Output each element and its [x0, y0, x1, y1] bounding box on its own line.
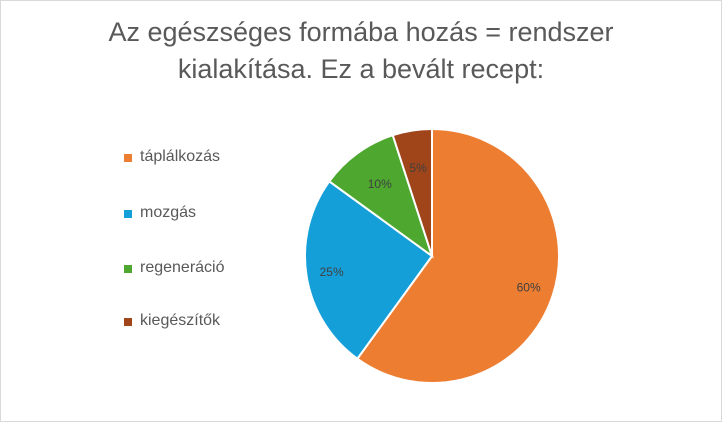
- pie-slice-mozgas: [304, 179, 434, 361]
- pie-data-labels: 60% 25% 10% 5%: [320, 161, 541, 294]
- pie-slice-regeneracio: [327, 133, 434, 259]
- chart-title-line-1: Az egészséges formába hozás = rendszer: [108, 17, 614, 47]
- pie-slice-kiegeszitok: [391, 127, 433, 257]
- legend-label-regeneracio: regeneráció: [140, 259, 225, 276]
- data-label-taplalkozas: 60%: [517, 280, 541, 294]
- legend-label-taplalkozas: táplálkozás: [140, 148, 221, 165]
- data-label-regeneracio: 10%: [368, 177, 392, 191]
- data-label-mozgas: 25%: [320, 265, 344, 279]
- chart-title: Az egészséges formába hozás = rendszer k…: [0, 14, 722, 88]
- chart-title-line-2: kialakítása. Ez a bevált recept:: [177, 54, 545, 84]
- pie-slices: [304, 127, 560, 384]
- legend-swatch-taplalkozas: [124, 154, 132, 162]
- pie-slice-taplalkozas: [355, 127, 560, 384]
- legend-label-kiegeszitok: kiegészítők: [140, 312, 221, 329]
- legend-swatch-mozgas: [124, 210, 132, 218]
- legend-swatch-kiegeszitok: [124, 318, 132, 326]
- data-label-kiegeszitok: 5%: [409, 161, 427, 175]
- legend-label-mozgas: mozgás: [140, 204, 197, 221]
- legend-swatch-regeneracio: [124, 265, 132, 273]
